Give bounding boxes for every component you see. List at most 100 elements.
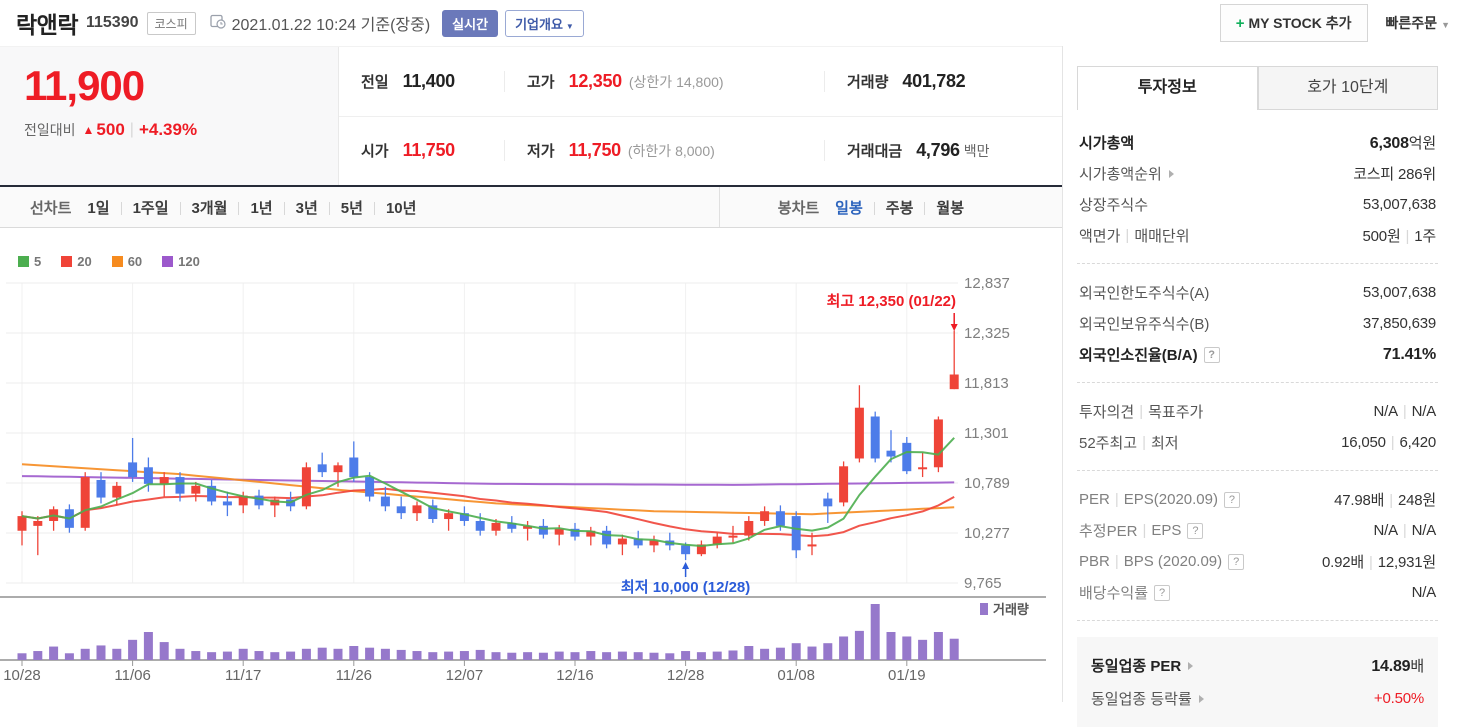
period-tab-1주일[interactable]: 1주일	[132, 199, 169, 217]
info-row: PER | EPS(2020.09)? 47.98배 | 248원	[1079, 484, 1436, 515]
candle-body	[191, 485, 201, 494]
candle-body	[238, 495, 248, 506]
candle-body	[128, 462, 138, 478]
period-tab-5년[interactable]: 5년	[340, 199, 363, 217]
info-row-value-number: 14.89	[1371, 658, 1411, 675]
info-row: 시가총액순위 코스피 286위	[1079, 158, 1436, 189]
candle-body	[96, 479, 106, 498]
help-icon[interactable]: ?	[1154, 584, 1171, 601]
realtime-button[interactable]: 실시간	[442, 9, 499, 37]
summary-cell: 고가 12,350 (상한가 14,800)	[504, 70, 824, 92]
summary-cell-value: 401,782	[902, 70, 966, 91]
volume-bar	[396, 649, 406, 660]
volume-bar	[918, 639, 928, 660]
help-icon[interactable]: ?	[1187, 522, 1204, 539]
summary-cell-value: 11,400	[402, 70, 456, 91]
period-tab-3개월[interactable]: 3개월	[191, 199, 228, 217]
period-tab-3년[interactable]: 3년	[295, 199, 318, 217]
volume-bar	[617, 651, 627, 660]
info-row-value: 37,850,639	[1362, 315, 1436, 332]
info-row-value: N/A | N/A	[1373, 403, 1436, 420]
chevron-down-icon: ▼	[1441, 20, 1450, 30]
volume-bar	[554, 651, 564, 660]
volume-legend-icon	[980, 603, 988, 615]
period-tab-1일[interactable]: 1일	[87, 199, 110, 217]
volume-bar	[870, 604, 880, 660]
info-group: PER | EPS(2020.09)? 47.98배 | 248원 추정PER | EPS? N/…	[1077, 471, 1438, 621]
high-annotation-arrowhead	[950, 324, 958, 331]
candle-body	[33, 520, 43, 526]
investor-info-panel: 투자정보 호가 10단계 시가총액 6,308억원 시가총액순위 코스피 286위 상장주…	[1062, 46, 1464, 727]
up-triangle-icon: ▲	[82, 123, 95, 138]
low-annotation: 최저 10,000 (12/28)	[621, 578, 750, 596]
help-icon[interactable]: ?	[1223, 491, 1240, 508]
volume-bar	[428, 652, 438, 660]
volume-bar	[760, 648, 770, 660]
info-row-value: N/A	[1411, 584, 1437, 601]
tab-호가 10단계[interactable]: 호가 10단계	[1257, 66, 1438, 110]
summary-cell-label: 거래량	[847, 73, 889, 91]
price-summary: 11,900 전일대비 ▲ 500 | +4.39% 전일 11,400 고가 12,…	[0, 46, 1062, 185]
candle-chart-label: 봉차트	[777, 199, 820, 217]
candle-body	[554, 528, 564, 535]
candle-body	[428, 505, 438, 520]
plus-icon: +	[1235, 15, 1245, 32]
x-axis-label: 01/08	[777, 667, 815, 684]
candle-body	[728, 535, 738, 538]
volume-bar	[380, 648, 390, 660]
peer-industry-box: 동일업종 PER 14.89배 동일업종 등락률 +0.50%	[1077, 637, 1438, 727]
summary-cell-unit: 백만	[963, 143, 990, 160]
quick-order-dropdown[interactable]: 빠른주문 ▼	[1385, 15, 1450, 31]
ma-legend-item: 5	[18, 254, 41, 269]
candle-body	[696, 544, 706, 555]
volume-bar	[365, 647, 375, 660]
clock-icon	[209, 13, 226, 34]
info-row: 52주최고 | 최저 16,050 | 6,420	[1079, 427, 1436, 458]
ma-swatch-icon	[111, 256, 123, 267]
tab-투자정보[interactable]: 투자정보	[1077, 66, 1258, 110]
volume-bar	[665, 653, 675, 660]
info-row-label: 투자의견 | 목표주가	[1079, 403, 1204, 421]
summary-cell: 전일 11,400	[339, 71, 504, 92]
tab-separator	[924, 201, 926, 215]
change-percent: +4.39%	[138, 120, 198, 140]
my-stock-add-button[interactable]: + MY STOCK 추가	[1219, 4, 1368, 42]
y-axis-label: 10,789	[964, 475, 1010, 492]
volume-bar	[775, 647, 785, 660]
volume-bar	[191, 651, 201, 660]
summary-cell-sub: (상한가 14,800)	[628, 73, 724, 90]
quote-datetime: 2021.01.22 10:24 기준(장중)	[231, 17, 431, 34]
candle-body	[933, 419, 943, 468]
candle-body	[17, 516, 27, 531]
summary-cell-sub: (하한가 8,000)	[627, 143, 715, 160]
x-axis-label: 10/28	[3, 667, 41, 684]
volume-bar	[222, 651, 232, 660]
volume-bar	[507, 652, 517, 660]
candle-tab-일봉[interactable]: 일봉	[835, 199, 863, 217]
info-row: 추정PER | EPS? N/A | N/A	[1079, 515, 1436, 546]
info-row-value: 6,308억원	[1369, 135, 1436, 152]
info-row-label: 외국인보유주식수(B)	[1079, 316, 1210, 333]
volume-bar	[143, 632, 153, 660]
info-row-value: 500원 | 1주	[1362, 228, 1437, 245]
candle-body	[570, 528, 580, 537]
candle-body	[633, 538, 643, 546]
company-overview-dropdown[interactable]: 기업개요 ▼	[505, 9, 584, 37]
chart-canvas[interactable]: 12,837 12,325 11,813 11,301 10,789 10,277 9,76…	[0, 228, 1062, 700]
period-tab-1년[interactable]: 1년	[250, 199, 273, 217]
help-icon[interactable]: ?	[1203, 346, 1220, 363]
help-icon[interactable]: ?	[1228, 553, 1245, 570]
volume-bar	[854, 630, 864, 660]
candle-body	[617, 538, 627, 545]
period-tab-10년[interactable]: 10년	[385, 199, 417, 217]
candle-tab-월봉[interactable]: 월봉	[936, 199, 964, 217]
ma-legend-item: 120	[162, 254, 200, 269]
x-axis-label: 12/16	[556, 667, 594, 684]
volume-bar	[286, 651, 296, 660]
summary-cell-label: 거래대금	[847, 143, 903, 161]
candle-tab-주봉[interactable]: 주봉	[885, 199, 914, 217]
info-row-value: 16,050 | 6,420	[1341, 434, 1436, 451]
candle-body	[365, 477, 375, 497]
info-row-label: 동일업종 PER	[1091, 655, 1194, 676]
high-annotation: 최고 12,350 (01/22)	[827, 292, 956, 310]
